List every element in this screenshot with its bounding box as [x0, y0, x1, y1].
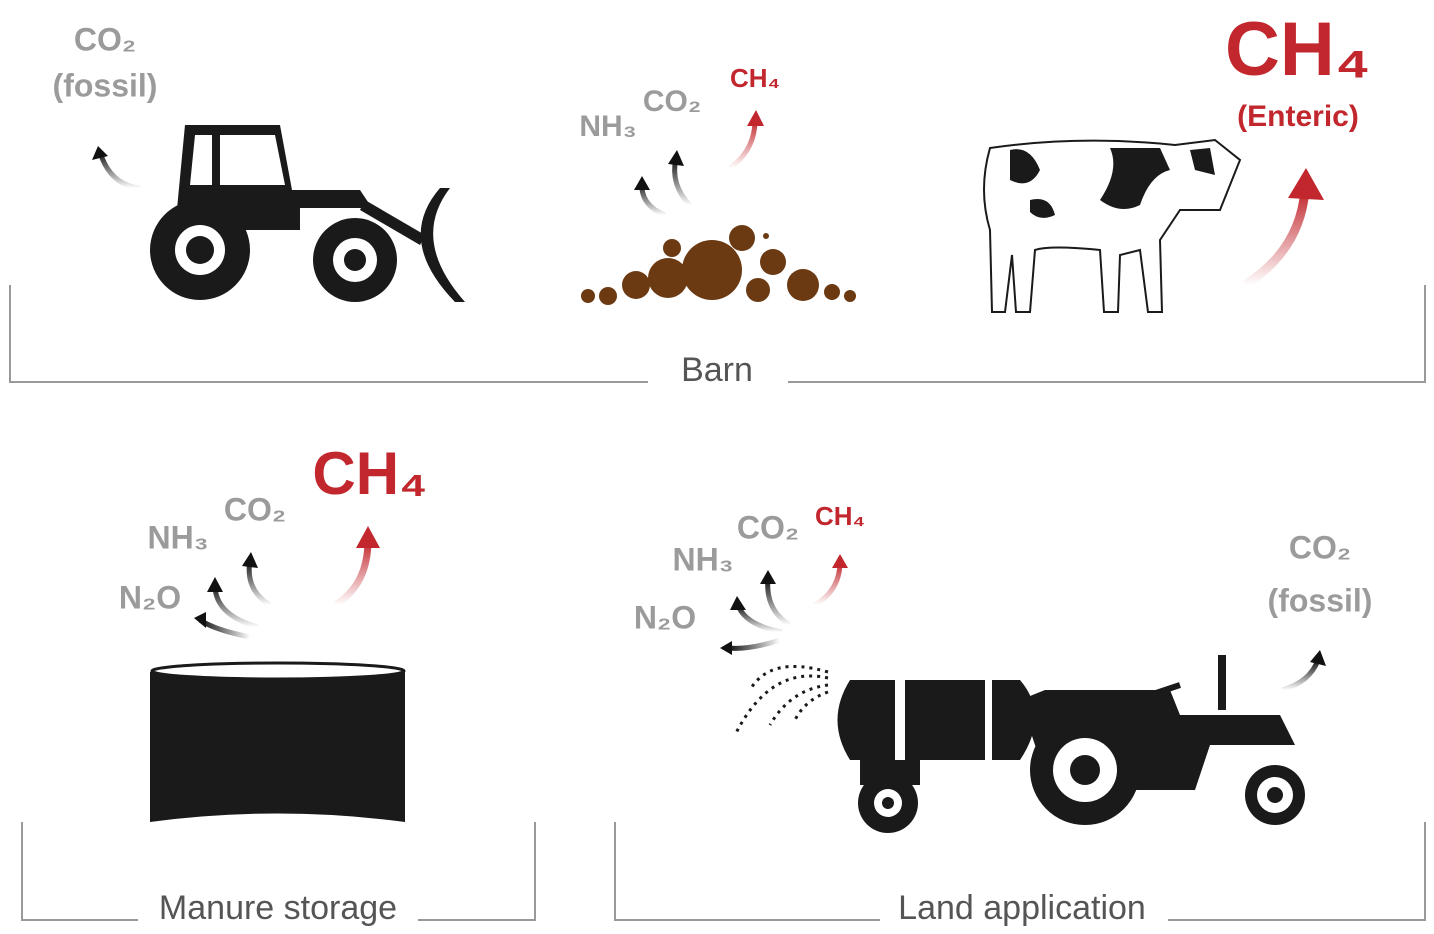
gas-label: NH₃ — [147, 519, 208, 555]
gas-label: CH₄ — [312, 440, 427, 507]
tanker-tractor-icon — [838, 655, 1306, 833]
storage-tank-icon — [150, 663, 405, 822]
gas-label: NH₃ — [672, 541, 733, 577]
diagram: Barn Manure storage Land application CO₂… — [0, 0, 1434, 934]
gas-note: (Enteric) — [1237, 100, 1359, 133]
gas-label: CO₂ — [737, 509, 799, 545]
gas-label: CH₄ — [730, 63, 780, 93]
gas-label: N₂O — [634, 599, 696, 635]
gas-note: (fossil) — [53, 67, 158, 103]
manure-icon — [581, 225, 856, 305]
gas-label: CH₄ — [1225, 7, 1371, 92]
cow-icon — [984, 140, 1240, 312]
section-label: Manure storage — [159, 889, 397, 927]
gas-label: CO₂ — [74, 21, 136, 57]
gas-label: CO₂ — [1289, 529, 1351, 565]
section-label: Land application — [898, 889, 1146, 927]
gas-label: N₂O — [119, 579, 181, 615]
gas-label: CH₄ — [815, 501, 865, 531]
gas-note: (fossil) — [1268, 582, 1373, 618]
gas-label: CO₂ — [643, 85, 701, 118]
gas-label: CO₂ — [224, 491, 286, 527]
gas-label: NH₃ — [579, 110, 636, 143]
section-label: Barn — [681, 351, 753, 389]
spray-icon — [735, 666, 828, 735]
tractor-icon — [150, 125, 465, 302]
